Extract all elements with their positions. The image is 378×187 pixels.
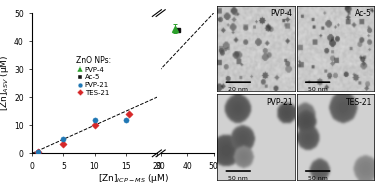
Point <box>81 150 87 153</box>
Point <box>105 118 111 121</box>
Point <box>60 138 67 141</box>
Text: Ac-5: Ac-5 <box>355 9 372 18</box>
Point <box>91 142 98 145</box>
Text: 50 nm: 50 nm <box>228 176 248 181</box>
Text: 50 nm: 50 nm <box>308 87 328 92</box>
Text: TES-21: TES-21 <box>345 98 372 107</box>
Legend: PVP-4, Ac-5, PVP-21, TES-21: PVP-4, Ac-5, PVP-21, TES-21 <box>76 56 111 96</box>
Point <box>36 150 42 153</box>
Text: PVP-4: PVP-4 <box>271 9 293 18</box>
Point <box>118 118 124 121</box>
Point <box>119 113 125 116</box>
Point <box>105 124 111 127</box>
Point <box>36 150 42 153</box>
Point <box>91 138 98 141</box>
Point <box>91 124 98 127</box>
Point <box>81 150 87 153</box>
Text: PVP-21: PVP-21 <box>266 98 293 107</box>
Y-axis label: [Zn]$_{ASV}$ (μM): [Zn]$_{ASV}$ (μM) <box>0 55 11 111</box>
Point <box>91 118 98 121</box>
Point <box>123 118 129 121</box>
Point <box>60 142 67 145</box>
Point <box>126 113 132 116</box>
Text: 20 nm: 20 nm <box>228 87 248 92</box>
Text: [Zn]$_{ICP-MS}$ (μM): [Zn]$_{ICP-MS}$ (μM) <box>98 172 169 185</box>
Text: 50 nm: 50 nm <box>308 176 328 181</box>
